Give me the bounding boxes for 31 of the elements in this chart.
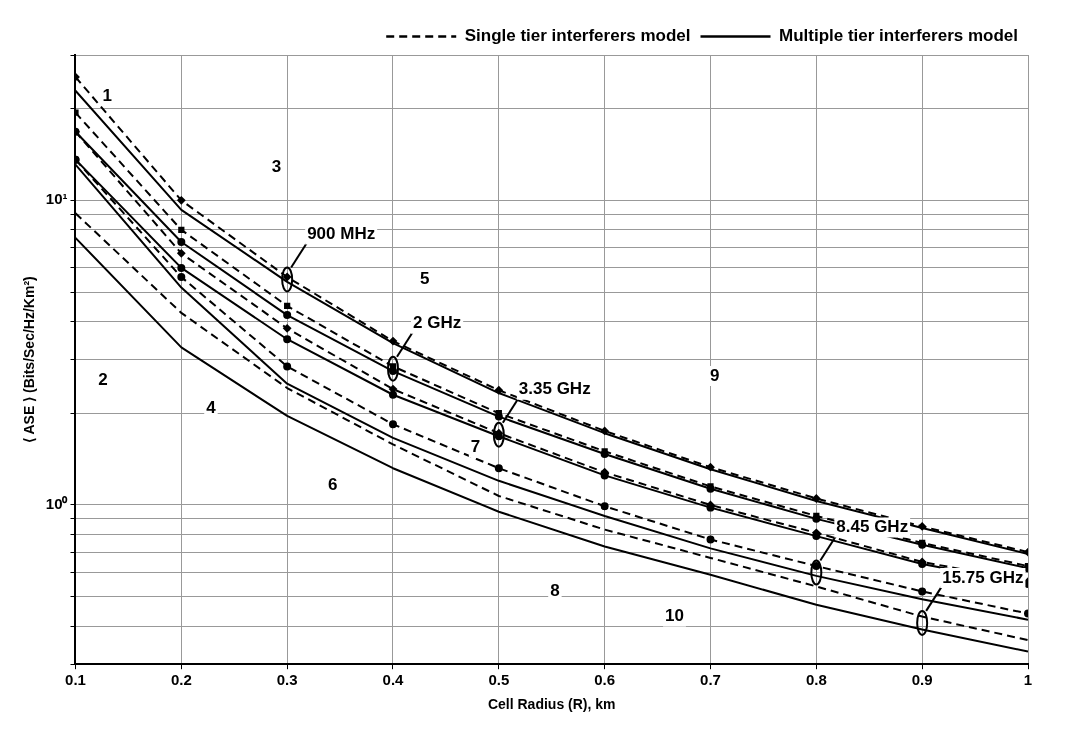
annotation: 5 xyxy=(420,269,430,289)
x-tick-label: 1 xyxy=(1023,671,1033,689)
x-axis-title: Cell Radius (R), km xyxy=(487,696,616,713)
annotation: 3.35 GHz xyxy=(518,379,591,399)
legend-label: Multiple tier interferers model xyxy=(779,26,1018,46)
x-tick-label: 0.6 xyxy=(594,671,616,689)
annotation: 2 GHz xyxy=(412,313,462,333)
x-tick-label: 0.1 xyxy=(65,671,86,689)
y-axis-title: ⟨ ASE ⟩ (Bits/Sec/Hz/Km²) xyxy=(21,276,38,443)
annotation: 8 xyxy=(550,581,560,601)
x-tick-label: 0.8 xyxy=(805,671,827,689)
x-tick-label: 0.3 xyxy=(276,671,298,689)
x-tick-label: 0.9 xyxy=(911,671,933,689)
x-tick-label: 0.5 xyxy=(488,671,510,689)
annotation: 6 xyxy=(327,474,338,494)
annotation: 4 xyxy=(206,398,217,418)
annotation: 15.75 GHz xyxy=(942,567,1024,587)
annotation: 2 xyxy=(98,369,108,389)
annotation: 10 xyxy=(665,606,684,626)
annotation: 900 MHz xyxy=(307,224,376,244)
x-tick-label: 0.4 xyxy=(382,671,405,689)
annotation: 9 xyxy=(709,365,720,385)
annotation: 7 xyxy=(470,437,481,457)
legend-label: Single tier interferers model xyxy=(464,26,691,46)
x-tick-label: 0.7 xyxy=(700,671,721,689)
annotation: 8.45 GHz xyxy=(836,517,909,537)
annotation: 1 xyxy=(102,85,112,105)
annotation: 3 xyxy=(271,157,282,177)
x-tick-label: 0.2 xyxy=(170,671,192,689)
y-tick-label: 10¹ xyxy=(45,190,68,208)
y-tick-label: 10⁰ xyxy=(45,495,69,513)
